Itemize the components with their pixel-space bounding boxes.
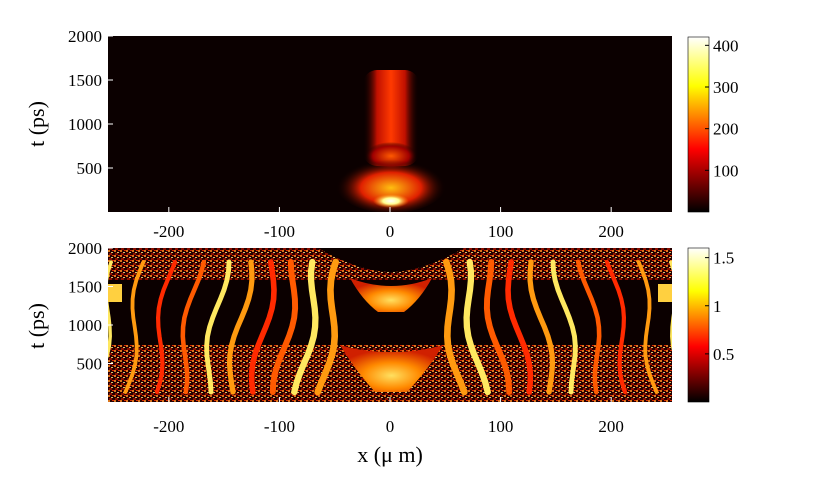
top-column — [363, 70, 419, 166]
fringe-line — [669, 260, 672, 352]
top-hotspot — [373, 194, 409, 208]
fringe-line — [204, 259, 232, 395]
fringe-line — [757, 262, 779, 392]
fringe-line — [226, 259, 255, 395]
fringe-line — [575, 259, 602, 395]
colorbar-tick-label: 0.5 — [713, 345, 734, 364]
top-y-ticks: 500 1000 1500 2000 — [68, 27, 113, 178]
x-axis-label: x (μ m) — [357, 442, 423, 467]
y-tick-label: 500 — [77, 355, 103, 374]
colorbar-tick-label: 300 — [713, 78, 739, 97]
top-colorbar — [687, 36, 710, 213]
dark-funnel — [318, 248, 464, 272]
x-tick-label: -100 — [264, 417, 295, 436]
fringe-pattern — [3, 258, 779, 396]
y-tick-label: 500 — [77, 159, 103, 178]
y-tick-label: 2000 — [68, 239, 102, 258]
x-tick-label: 200 — [598, 222, 624, 241]
top-panel: 500 1000 1500 2000 -200 -100 0 100 200 t (ps) 1… — [24, 27, 739, 241]
x-tick-label: -200 — [153, 417, 184, 436]
fringe-line — [248, 259, 277, 395]
y-tick-label: 1000 — [68, 316, 102, 335]
v-shape-lower — [340, 345, 443, 392]
y-tick-label: 1500 — [68, 278, 102, 297]
bottom-y-axis-label: t (ps) — [24, 303, 49, 349]
x-tick-label: 0 — [386, 222, 395, 241]
fringe-line — [314, 258, 340, 396]
fringe-line — [123, 260, 146, 394]
fringe-line — [108, 260, 113, 359]
top-heatmap — [336, 70, 446, 212]
y-tick-label: 1000 — [68, 115, 102, 134]
bottom-colorbar-ticks: 0.5 1 1.5 — [705, 249, 734, 364]
bottom-x-ticks: -200 -100 0 100 200 — [153, 397, 624, 436]
top-y-axis-label: t (ps) — [24, 101, 49, 147]
fringe-line — [550, 259, 578, 395]
x-tick-label: 0 — [386, 417, 395, 436]
fringe-line — [442, 258, 468, 396]
bottom-colorbar — [687, 247, 710, 403]
x-tick-label: -200 — [153, 222, 184, 241]
top-x-ticks: -200 -100 0 100 200 — [153, 207, 624, 241]
y-tick-label: 1500 — [68, 71, 102, 90]
fringe-line — [728, 262, 750, 392]
bottom-heatmap — [3, 248, 779, 402]
fringe-line — [463, 258, 491, 396]
x-tick-label: 100 — [488, 417, 514, 436]
colorbar-tick-label: 100 — [713, 161, 739, 180]
v-shape-upper — [350, 278, 432, 312]
edge-highlight — [658, 284, 672, 302]
bottom-y-ticks: 500 1000 1500 2000 — [68, 239, 113, 374]
fringe-line — [3, 262, 25, 392]
fringe-line — [291, 258, 319, 396]
top-blob — [336, 157, 446, 212]
colorbar-tick-label: 400 — [713, 36, 739, 55]
edge-highlight — [108, 284, 122, 302]
colorbar-tick-label: 1 — [713, 297, 722, 316]
fringe-line — [154, 259, 178, 395]
x-tick-label: 100 — [488, 222, 514, 241]
fringe-line — [505, 259, 534, 395]
fringe-line — [180, 259, 207, 395]
x-tick-label: -100 — [264, 222, 295, 241]
fringe-line — [527, 259, 556, 395]
fringe-line — [636, 260, 659, 394]
x-tick-label: 200 — [598, 417, 624, 436]
top-colorbar-ticks: 100 200 300 400 — [705, 36, 739, 180]
fringe-line — [269, 259, 299, 395]
colorbar-tick-label: 200 — [713, 120, 739, 139]
bottom-panel: 500 1000 1500 2000 -200 -100 0 100 200 t (ps) x… — [3, 239, 779, 467]
fringe-line — [483, 259, 513, 395]
fringe-line — [604, 259, 628, 395]
y-tick-label: 2000 — [68, 27, 102, 46]
colorbar-tick-label: 1.5 — [713, 249, 734, 268]
